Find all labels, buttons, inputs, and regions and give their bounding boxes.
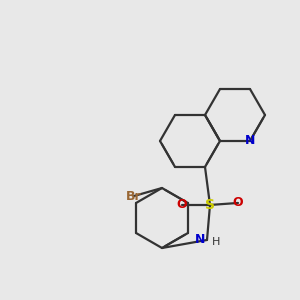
Text: Br: Br bbox=[126, 190, 142, 202]
Text: O: O bbox=[177, 199, 187, 212]
Text: O: O bbox=[233, 196, 243, 209]
Text: S: S bbox=[205, 198, 215, 212]
Text: N: N bbox=[245, 134, 255, 148]
Text: N: N bbox=[195, 233, 205, 247]
Text: H: H bbox=[212, 237, 220, 247]
